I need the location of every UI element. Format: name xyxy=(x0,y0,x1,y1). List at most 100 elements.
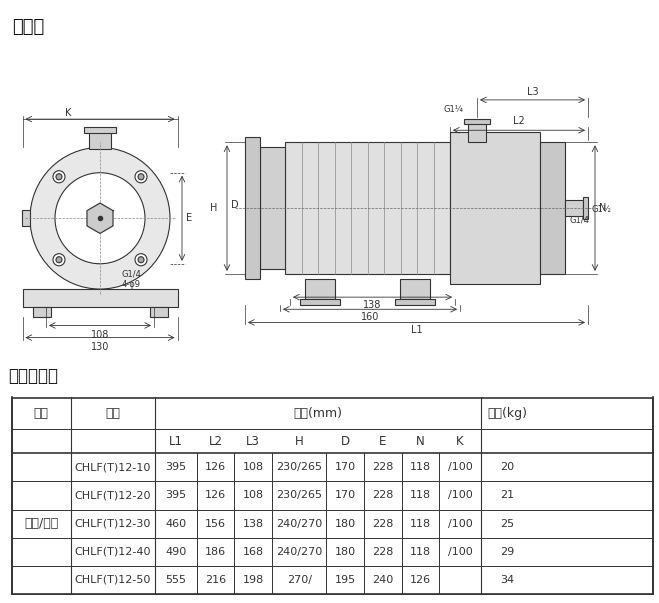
Text: 186: 186 xyxy=(205,547,226,557)
Text: G1½: G1½ xyxy=(591,205,611,214)
Text: 126: 126 xyxy=(205,490,226,500)
Text: L2: L2 xyxy=(208,435,223,447)
Circle shape xyxy=(56,174,62,180)
Circle shape xyxy=(53,171,65,183)
Text: G1¼: G1¼ xyxy=(443,105,463,114)
Bar xyxy=(22,210,30,226)
Text: G1/4: G1/4 xyxy=(570,215,590,224)
Text: D: D xyxy=(231,200,239,210)
Text: 228: 228 xyxy=(372,519,393,529)
Text: CHLF(T)12-10: CHLF(T)12-10 xyxy=(75,463,151,472)
Text: E: E xyxy=(379,435,386,447)
Circle shape xyxy=(55,172,145,264)
Text: 460: 460 xyxy=(165,519,186,529)
Bar xyxy=(450,132,540,284)
Text: N: N xyxy=(599,203,606,213)
Text: /100: /100 xyxy=(447,463,473,472)
Text: 20: 20 xyxy=(500,463,515,472)
Text: 170: 170 xyxy=(335,463,356,472)
Text: 126: 126 xyxy=(205,463,226,472)
Text: 198: 198 xyxy=(243,575,264,585)
Circle shape xyxy=(138,257,144,263)
Text: 230/265: 230/265 xyxy=(276,463,322,472)
Text: L3: L3 xyxy=(246,435,260,447)
Polygon shape xyxy=(87,203,113,233)
Bar xyxy=(84,127,116,133)
Text: 安装图: 安装图 xyxy=(12,18,44,36)
Text: E: E xyxy=(186,213,192,223)
Text: L1: L1 xyxy=(411,326,422,335)
Text: 尺寸(mm): 尺寸(mm) xyxy=(293,406,343,420)
Text: 型号: 型号 xyxy=(105,406,121,420)
Text: 270/: 270/ xyxy=(287,575,312,585)
Text: 130: 130 xyxy=(91,342,109,352)
Text: 216: 216 xyxy=(205,575,226,585)
Bar xyxy=(22,289,177,308)
Bar xyxy=(260,148,285,269)
Bar xyxy=(540,142,565,274)
Bar xyxy=(150,308,167,317)
Text: 490: 490 xyxy=(165,547,186,557)
Bar xyxy=(300,299,340,305)
Circle shape xyxy=(56,257,62,263)
Text: 118: 118 xyxy=(410,463,431,472)
Text: 555: 555 xyxy=(165,575,186,585)
Bar xyxy=(89,131,111,150)
Text: 尺寸和重量: 尺寸和重量 xyxy=(9,367,59,385)
Text: 118: 118 xyxy=(410,490,431,500)
Bar xyxy=(464,119,490,124)
Text: 118: 118 xyxy=(410,547,431,557)
Text: 395: 395 xyxy=(165,463,186,472)
Text: 138: 138 xyxy=(363,300,382,310)
Bar xyxy=(305,279,335,299)
Circle shape xyxy=(135,254,147,266)
Text: 168: 168 xyxy=(243,547,264,557)
Bar xyxy=(12,398,653,594)
Text: N: N xyxy=(416,435,425,447)
Text: 395: 395 xyxy=(165,490,186,500)
Text: 25: 25 xyxy=(500,519,515,529)
Text: /100: /100 xyxy=(447,519,473,529)
Text: 108: 108 xyxy=(243,463,264,472)
Text: 240/270: 240/270 xyxy=(276,519,322,529)
Text: 108: 108 xyxy=(243,490,264,500)
Text: 电机: 电机 xyxy=(34,406,49,420)
Text: D: D xyxy=(341,435,350,447)
Text: 126: 126 xyxy=(410,575,431,585)
Text: 240: 240 xyxy=(372,575,393,585)
Text: 156: 156 xyxy=(205,519,226,529)
Bar xyxy=(32,308,51,317)
Circle shape xyxy=(53,254,65,266)
Text: L3: L3 xyxy=(527,87,538,97)
Text: K: K xyxy=(456,435,464,447)
Circle shape xyxy=(138,174,144,180)
Text: /100: /100 xyxy=(447,547,473,557)
Text: 34: 34 xyxy=(500,575,515,585)
Text: 228: 228 xyxy=(372,463,393,472)
Text: 228: 228 xyxy=(372,547,393,557)
Text: 228: 228 xyxy=(372,490,393,500)
Bar xyxy=(400,279,430,299)
Text: 118: 118 xyxy=(410,519,431,529)
Text: L1: L1 xyxy=(169,435,183,447)
Text: CHLF(T)12-40: CHLF(T)12-40 xyxy=(74,547,152,557)
Text: G1/4: G1/4 xyxy=(122,270,142,279)
Text: 230/265: 230/265 xyxy=(276,490,322,500)
Bar xyxy=(583,197,588,219)
Text: 138: 138 xyxy=(243,519,264,529)
Text: 三相/单相: 三相/单相 xyxy=(24,517,59,530)
Text: 108: 108 xyxy=(91,329,109,339)
Bar xyxy=(285,142,450,274)
Text: 21: 21 xyxy=(500,490,515,500)
Text: 195: 195 xyxy=(335,575,356,585)
Text: H: H xyxy=(210,203,217,213)
Text: H: H xyxy=(295,435,304,447)
Text: CHLF(T)12-50: CHLF(T)12-50 xyxy=(75,575,151,585)
Circle shape xyxy=(135,171,147,183)
Text: 170: 170 xyxy=(335,490,356,500)
Text: 180: 180 xyxy=(335,519,356,529)
Text: 4-φ9: 4-φ9 xyxy=(122,280,141,289)
Text: 240/270: 240/270 xyxy=(276,547,322,557)
Text: CHLF(T)12-30: CHLF(T)12-30 xyxy=(75,519,151,529)
Text: 160: 160 xyxy=(361,312,379,323)
